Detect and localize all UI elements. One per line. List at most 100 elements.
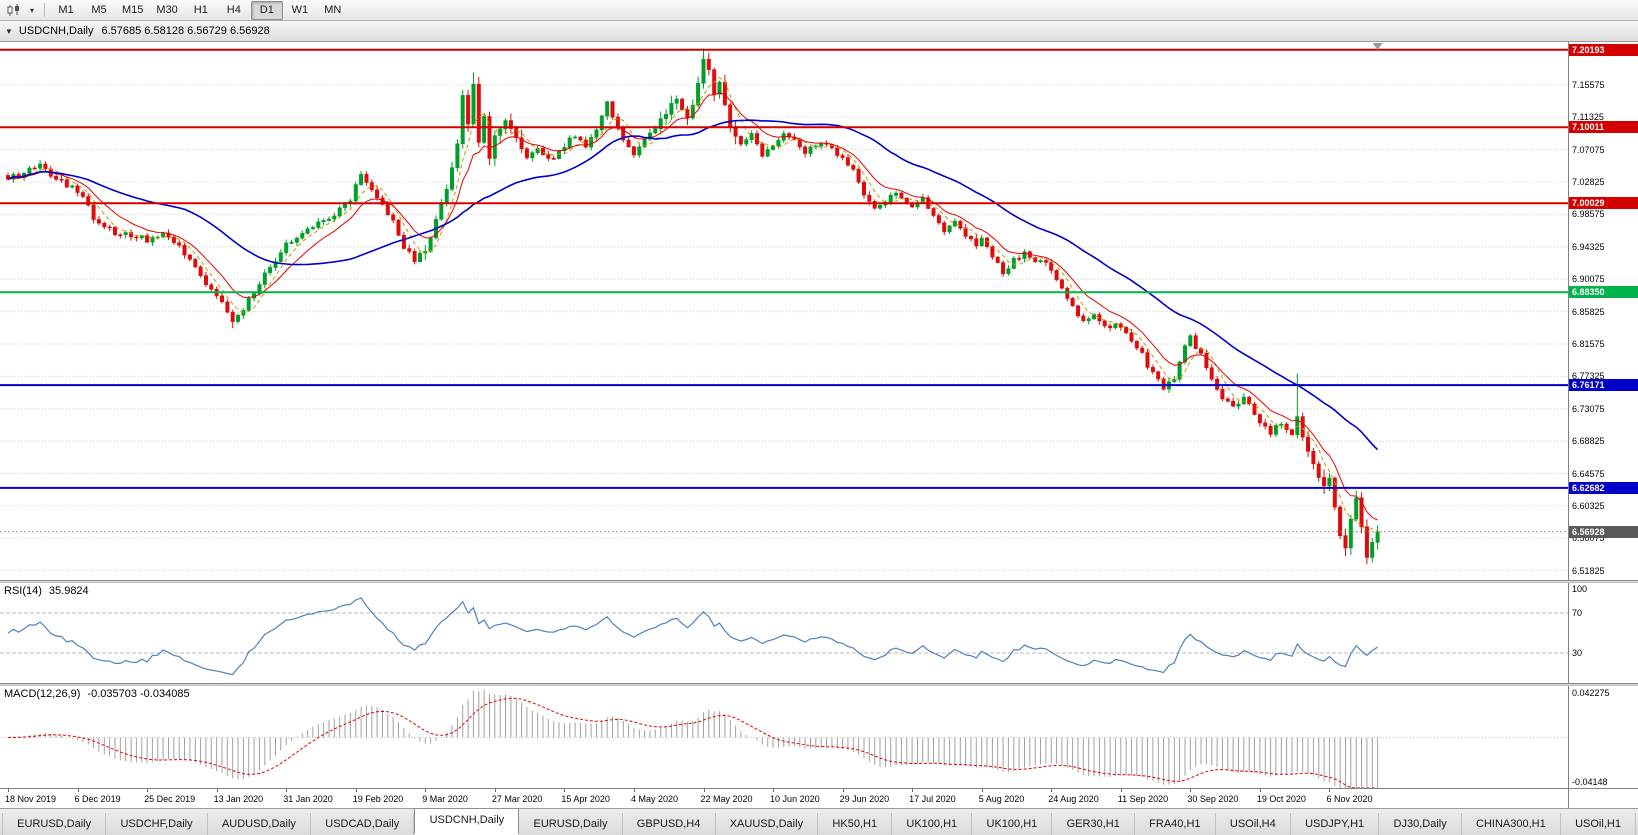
time-axis-label: 30 Sep 2020	[1187, 794, 1239, 804]
chart-tab-usdjpy-h1[interactable]: USDJPY,H1	[1291, 813, 1380, 835]
chart-type-dropdown-icon[interactable]: ▾	[29, 5, 34, 15]
time-axis-label: 11 Sep 2020	[1117, 794, 1169, 804]
chart-tab-usoil-h4[interactable]: USOil,H4	[1216, 813, 1291, 835]
time-axis-tick	[912, 789, 914, 792]
price-axis-label: 6.73075	[1572, 403, 1605, 414]
price-tag-7.00029[interactable]: 7.00029	[1569, 197, 1638, 210]
chart-tab-eurusd-daily[interactable]: EURUSD,Daily	[519, 813, 623, 835]
time-axis-label: 29 Jun 2020	[839, 794, 890, 804]
time-axis-label: 4 May 2020	[630, 794, 678, 804]
time-axis-label: 9 Mar 2020	[422, 794, 468, 804]
time-axis-tick	[425, 789, 427, 792]
time-axis-tick	[564, 789, 566, 792]
timeframe-button-h4[interactable]: H4	[226, 3, 241, 16]
timeframe-button-m30[interactable]: M30	[156, 3, 178, 16]
timeframe-button-d1[interactable]: D1	[250, 0, 283, 20]
price-tag-7.10011[interactable]: 7.10011	[1569, 121, 1638, 134]
chart-tab-fra40-h1[interactable]: FRA40,H1	[1135, 813, 1216, 835]
macd-axis-label: 0.042275	[1572, 688, 1610, 698]
rsi-caption: RSI(14) 35.9824	[4, 585, 89, 597]
chart-title-bar[interactable]: ▼ USDCNH,Daily 6.57685 6.58128 6.56729 6…	[0, 21, 1638, 42]
timeframe-button-m1[interactable]: M1	[58, 3, 74, 16]
macd-caption: MACD(12,26,9) -0.035703 -0.034085	[4, 688, 190, 700]
chart-tab-china300-h1[interactable]: CHINA300,H1	[1462, 813, 1561, 835]
axis-corner	[1568, 789, 1638, 808]
price-axis-label: 6.51825	[1572, 565, 1605, 576]
collapse-chart-icon[interactable]: ▼	[5, 26, 13, 36]
time-axis-tick	[1190, 789, 1192, 792]
time-axis-tick	[703, 789, 705, 792]
chart-tab-uk100-h1[interactable]: UK100,H1	[892, 813, 973, 835]
price-tag-6.62682[interactable]: 6.62682	[1569, 481, 1638, 494]
chart-tab-usdcad-daily[interactable]: USDCAD,Daily	[311, 813, 415, 835]
price-axis[interactable]: 7.15575 7.11325 7.07075 7.02825 6.98575 6.943…	[1568, 42, 1638, 580]
time-axis-label: 22 May 2020	[700, 794, 753, 804]
chart-tab-ger30-h1[interactable]: GER30,H1	[1052, 813, 1135, 835]
time-axis-label: 27 Mar 2020	[491, 794, 543, 804]
chart-tab-xauusd-daily[interactable]: XAUUSD,Daily	[716, 813, 819, 835]
chart-tab-usoil-h1[interactable]: USOil,H1	[1561, 813, 1637, 835]
price-axis-label: 6.68825	[1572, 436, 1605, 447]
rsi-axis[interactable]: 100 70 30	[1568, 583, 1638, 683]
chart-tab-audusd-daily[interactable]: AUDUSD,Daily	[208, 813, 312, 835]
macd-signal-line	[7, 697, 1378, 788]
timeframe-button-w1[interactable]: W1	[291, 3, 309, 16]
timeframe-button-m15[interactable]: M15	[122, 3, 144, 16]
time-axis-tick	[1120, 789, 1122, 792]
rsi-line	[7, 597, 1378, 676]
chart-tab-hk50-h1[interactable]: HK50,H1	[818, 813, 893, 835]
price-axis-label: 6.60325	[1572, 500, 1605, 511]
chart-tab-dj30-daily[interactable]: DJ30,Daily	[1379, 813, 1462, 835]
macd-panel-divider[interactable]	[0, 683, 1638, 686]
price-tag-6.56928[interactable]: 6.56928	[1569, 525, 1638, 538]
time-axis-label: 19 Feb 2020	[352, 794, 404, 804]
price-tag-7.20193[interactable]: 7.20193	[1569, 43, 1638, 56]
toolbar-separator	[44, 3, 45, 17]
time-axis-label: 6 Nov 2020	[1326, 794, 1373, 804]
price-axis-label: 6.98575	[1572, 209, 1605, 220]
time-axis-label: 19 Oct 2020	[1256, 794, 1306, 804]
macd-axis-label: -0.04148	[1572, 777, 1608, 787]
chart-tab-uk100-h1[interactable]: UK100,H1	[972, 813, 1053, 835]
chart-tab-usdcnh-daily[interactable]: USDCNH,Daily	[414, 808, 520, 835]
price-axis-label: 6.90075	[1572, 274, 1605, 285]
macd-histogram	[12, 689, 1379, 788]
price-tag-6.76171[interactable]: 6.76171	[1569, 379, 1638, 392]
timeframe-button-h1[interactable]: H1	[193, 3, 208, 16]
timeframe-toolbar: ▾ M1 M5 M15 M30 H1 H4 D1 W1 MN	[0, 0, 1638, 21]
macd-axis[interactable]: 0.042275 -0.04148	[1568, 686, 1638, 788]
price-tag-6.88350[interactable]: 6.88350	[1569, 286, 1638, 299]
time-axis-label: 15 Apr 2020	[561, 794, 610, 804]
timeframe-button-mn[interactable]: MN	[324, 3, 342, 16]
rsi-panel-divider[interactable]	[0, 580, 1638, 583]
time-axis-tick	[216, 789, 218, 792]
macd-indicator-panel: MACD(12,26,9) -0.035703 -0.034085 0.04227…	[0, 686, 1638, 788]
time-axis-label: 10 Jun 2020	[770, 794, 820, 804]
ma-blue-line	[7, 119, 1379, 451]
price-axis-label: 6.94325	[1572, 241, 1605, 252]
main-chart-canvas[interactable]	[0, 42, 1568, 580]
macd-canvas[interactable]	[0, 686, 1568, 788]
time-axis-tick	[1329, 789, 1331, 792]
macd-label: MACD(12,26,9)	[4, 688, 81, 700]
rsi-canvas[interactable]	[0, 583, 1568, 683]
macd-values: -0.035703 -0.034085	[87, 688, 190, 700]
timeframe-button-m5[interactable]: M5	[91, 3, 107, 16]
time-axis-label: 17 Jul 2020	[909, 794, 956, 804]
time-axis-label: 5 Aug 2020	[978, 794, 1025, 804]
time-axis-label: 13 Jan 2020	[213, 794, 264, 804]
timeframe-buttons-group: M1 M5 M15 M30 H1 H4 D1 W1 MN	[50, 0, 349, 20]
price-axis-label: 7.02825	[1572, 177, 1605, 188]
time-axis[interactable]: 18 Nov 2019 6 Dec 2019 25 Dec 2019 13 Jan 2…	[0, 788, 1638, 808]
chart-shift-marker[interactable]	[1372, 43, 1383, 50]
time-axis-label: 6 Dec 2019	[74, 794, 121, 804]
price-axis-label: 6.81575	[1572, 338, 1605, 349]
chart-tab-gbpusd-h4[interactable]: GBPUSD,H4	[623, 813, 716, 835]
chart-tab-usdchf-daily[interactable]: USDCHF,Daily	[106, 813, 208, 835]
time-axis-tick	[633, 789, 635, 792]
chart-type-button[interactable]	[3, 1, 25, 20]
chart-ohlc-values: 6.57685 6.58128 6.56729 6.56928	[101, 25, 270, 37]
chart-tab-eurusd-daily[interactable]: EURUSD,Daily	[2, 813, 107, 835]
price-axis-label: 6.56075	[1572, 533, 1605, 544]
